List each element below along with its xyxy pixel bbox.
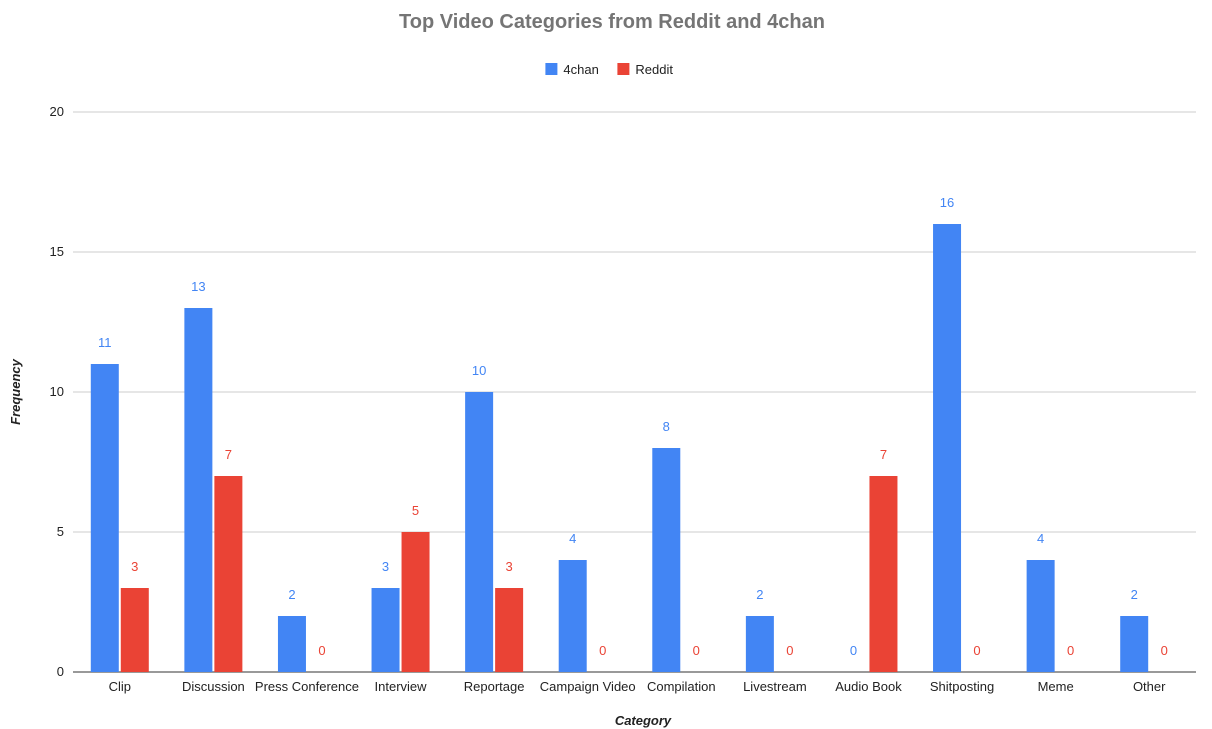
x-tick-label: Press Conference bbox=[255, 679, 359, 694]
bar-4chan bbox=[465, 392, 494, 672]
data-label-reddit: 0 bbox=[786, 643, 793, 658]
y-tick-label: 5 bbox=[57, 524, 64, 539]
data-label-reddit: 0 bbox=[1161, 643, 1168, 658]
bar-reddit bbox=[869, 476, 898, 672]
y-tick-label: 20 bbox=[50, 104, 64, 119]
legend-item-4chan[interactable]: 4chan bbox=[545, 62, 599, 77]
bar-4chan bbox=[652, 448, 681, 672]
bar-4chan bbox=[933, 224, 962, 672]
x-tick-label: Discussion bbox=[182, 679, 245, 694]
y-tick-label: 15 bbox=[50, 244, 64, 259]
data-label-reddit: 0 bbox=[599, 643, 606, 658]
bars bbox=[90, 224, 1149, 672]
bar-reddit bbox=[495, 588, 524, 672]
bar-4chan bbox=[1120, 616, 1149, 672]
x-tick-label: Audio Book bbox=[835, 679, 902, 694]
bar-reddit bbox=[214, 476, 243, 672]
data-label-4chan: 10 bbox=[472, 363, 486, 378]
x-tick-label: Compilation bbox=[647, 679, 716, 694]
data-label-4chan: 2 bbox=[1131, 587, 1138, 602]
data-label-4chan: 11 bbox=[98, 335, 112, 350]
y-axis-ticks: 0 5 10 15 20 bbox=[50, 104, 64, 679]
legend-label: 4chan bbox=[563, 62, 598, 77]
bar-4chan bbox=[558, 560, 587, 672]
x-axis-title: Category bbox=[615, 713, 672, 728]
data-label-4chan: 13 bbox=[191, 279, 205, 294]
y-axis-title: Frequency bbox=[8, 358, 23, 425]
x-tick-label: Clip bbox=[109, 679, 131, 694]
x-tick-label: Other bbox=[1133, 679, 1166, 694]
chart-title: Top Video Categories from Reddit and 4ch… bbox=[399, 11, 825, 33]
data-label-4chan: 16 bbox=[940, 195, 954, 210]
data-label-4chan: 4 bbox=[1037, 531, 1044, 546]
data-label-reddit: 3 bbox=[131, 559, 138, 574]
x-tick-label: Interview bbox=[375, 679, 428, 694]
y-tick-label: 10 bbox=[50, 384, 64, 399]
bar-reddit bbox=[401, 532, 430, 672]
x-tick-label: Meme bbox=[1038, 679, 1074, 694]
data-label-reddit: 0 bbox=[973, 643, 980, 658]
x-tick-label: Shitposting bbox=[930, 679, 994, 694]
bar-reddit bbox=[120, 588, 149, 672]
legend-item-reddit[interactable]: Reddit bbox=[617, 62, 673, 77]
data-label-reddit: 3 bbox=[506, 559, 513, 574]
x-tick-label: Reportage bbox=[464, 679, 525, 694]
data-label-4chan: 0 bbox=[850, 643, 857, 658]
bar-4chan bbox=[90, 364, 119, 672]
legend: 4chan Reddit bbox=[545, 62, 673, 77]
data-label-4chan: 2 bbox=[288, 587, 295, 602]
bar-4chan bbox=[371, 588, 400, 672]
data-label-reddit: 5 bbox=[412, 503, 419, 518]
legend-swatch bbox=[617, 63, 630, 75]
legend-label: Reddit bbox=[635, 62, 673, 77]
data-label-reddit: 7 bbox=[225, 447, 232, 462]
data-label-reddit: 0 bbox=[318, 643, 325, 658]
x-axis-ticks: Clip Discussion Press Conference Interview R… bbox=[109, 679, 1167, 694]
data-label-reddit: 0 bbox=[1067, 643, 1074, 658]
data-label-reddit: 0 bbox=[693, 643, 700, 658]
data-label-reddit: 7 bbox=[880, 447, 887, 462]
bar-4chan bbox=[277, 616, 306, 672]
data-label-4chan: 8 bbox=[663, 419, 670, 434]
gridlines bbox=[73, 111, 1196, 673]
data-labels: 11 3 13 7 2 0 3 5 10 3 4 0 8 0 2 0 0 7 16 0 4 0 2 0 bbox=[98, 195, 1168, 658]
y-tick-label: 0 bbox=[57, 664, 64, 679]
data-label-4chan: 2 bbox=[756, 587, 763, 602]
x-tick-label: Campaign Video bbox=[540, 679, 636, 694]
legend-swatch bbox=[545, 63, 558, 75]
bar-4chan bbox=[184, 308, 213, 672]
data-label-4chan: 3 bbox=[382, 559, 389, 574]
data-label-4chan: 4 bbox=[569, 531, 576, 546]
bar-4chan bbox=[745, 616, 774, 672]
bar-4chan bbox=[1026, 560, 1055, 672]
x-tick-label: Livestream bbox=[743, 679, 807, 694]
